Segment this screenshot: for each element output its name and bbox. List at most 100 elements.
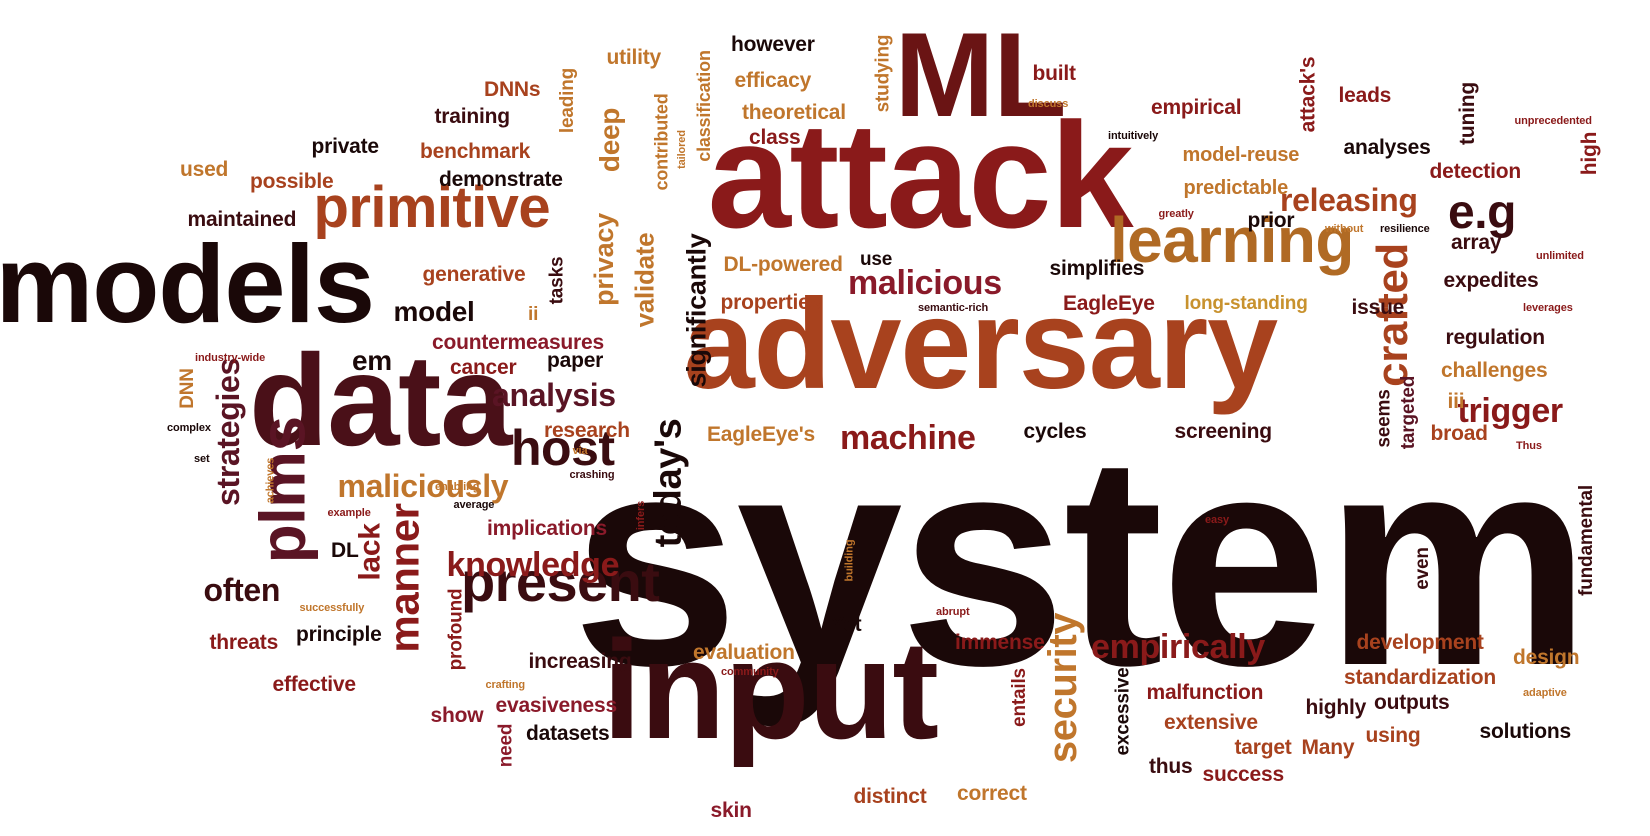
cloud-word: Yet xyxy=(830,612,862,636)
cloud-word: abrupt xyxy=(936,605,970,618)
cloud-word: properties xyxy=(720,290,822,314)
cloud-word: malfunction xyxy=(1146,680,1264,704)
cloud-word: attack's xyxy=(1296,56,1320,132)
cloud-word: however xyxy=(731,32,815,56)
cloud-word: community xyxy=(721,665,779,678)
cloud-word: EagleEye xyxy=(1063,291,1155,315)
cloud-word: implications xyxy=(487,516,608,540)
cloud-word: extensive xyxy=(1164,710,1258,734)
cloud-word: em xyxy=(352,345,392,376)
cloud-word: iii xyxy=(1447,389,1465,413)
cloud-word: classification xyxy=(693,50,714,162)
cloud-word: plms xyxy=(245,416,318,564)
cloud-word: primitive xyxy=(313,175,551,240)
cloud-word: cancer xyxy=(450,355,517,379)
cloud-word: tailored xyxy=(675,129,688,169)
cloud-word: immense xyxy=(955,630,1045,654)
cloud-word: machine xyxy=(840,419,976,457)
cloud-word: industry-wide xyxy=(195,351,266,364)
cloud-word: excessive xyxy=(1112,666,1134,756)
cloud-word: complex xyxy=(167,421,211,434)
cloud-word: DNNs xyxy=(484,77,541,101)
cloud-word: using xyxy=(1365,723,1421,747)
cloud-word: distinct xyxy=(853,784,927,808)
cloud-word: model xyxy=(393,296,475,327)
cloud-word: correct xyxy=(957,781,1027,805)
cloud-word: learning xyxy=(1110,204,1354,276)
cloud-word: need xyxy=(495,723,517,767)
cloud-word: building xyxy=(843,539,856,581)
cloud-word: strategies xyxy=(210,358,246,506)
cloud-word: adaptive xyxy=(1523,686,1567,699)
cloud-word: analysis xyxy=(492,377,616,413)
cloud-word: efficacy xyxy=(734,68,812,92)
cloud-word: maintained xyxy=(187,207,297,231)
cloud-word: show xyxy=(430,703,484,727)
cloud-word: privacy xyxy=(588,212,619,306)
cloud-word: releasing xyxy=(1280,182,1418,218)
cloud-word: demonstrate xyxy=(439,167,563,191)
cloud-word: maliciously xyxy=(337,468,509,504)
cloud-word: theoretical xyxy=(742,100,846,124)
cloud-word: DL xyxy=(331,538,359,562)
cloud-word: DNN xyxy=(176,367,198,409)
cloud-word: crafting xyxy=(485,678,526,691)
cloud-word: leading xyxy=(556,67,578,133)
cloud-word: use xyxy=(860,248,893,270)
cloud-word: array xyxy=(1451,230,1502,254)
cloud-word: deep xyxy=(594,107,626,173)
cloud-word: class xyxy=(749,125,801,149)
cloud-word: unlimited xyxy=(1536,249,1584,262)
cloud-word: Many xyxy=(1301,735,1355,759)
cloud-word: trigger xyxy=(1457,392,1564,430)
cloud-word: development xyxy=(1356,630,1484,654)
cloud-word: successfully xyxy=(299,601,365,614)
cloud-word: Thus xyxy=(1516,439,1542,452)
cloud-word: issue xyxy=(1351,295,1405,319)
cloud-word: manner xyxy=(380,503,428,653)
cloud-word: fundamental xyxy=(1575,484,1597,596)
cloud-word: highly xyxy=(1305,695,1367,719)
cloud-word: leads xyxy=(1338,83,1392,107)
cloud-word: broad xyxy=(1430,421,1489,445)
cloud-word: host xyxy=(511,420,615,476)
cloud-word: simplifies xyxy=(1049,256,1145,280)
cloud-word: research xyxy=(544,418,630,442)
cloud-word: predictable xyxy=(1183,177,1289,199)
cloud-word: studying xyxy=(872,34,894,112)
cloud-word: evaluation xyxy=(693,640,795,664)
cloud-word: model-reuse xyxy=(1182,144,1300,166)
cloud-word: targeted xyxy=(1397,375,1419,449)
cloud-word: design xyxy=(1513,645,1580,669)
cloud-word: expedites xyxy=(1443,268,1539,292)
cloud-word: empirical xyxy=(1151,95,1242,119)
cloud-word: detection xyxy=(1429,159,1522,183)
cloud-word: discuss xyxy=(1028,97,1069,110)
cloud-word: built xyxy=(1032,61,1076,85)
cloud-word: knowledge xyxy=(446,546,620,584)
cloud-word: used xyxy=(180,157,229,181)
cloud-word: without xyxy=(1325,222,1364,235)
cloud-word: skin xyxy=(710,798,752,822)
cloud-word: example xyxy=(327,506,371,519)
cloud-word: present xyxy=(461,550,660,613)
cloud-word: infers xyxy=(634,500,647,530)
cloud-word: regulation xyxy=(1445,325,1546,349)
cloud-word: ii xyxy=(528,303,539,325)
cloud-word: system xyxy=(572,392,1591,728)
cloud-word: security xyxy=(1041,612,1086,764)
cloud-word: profound xyxy=(445,588,467,670)
cloud-word: semantic-rich xyxy=(918,301,989,314)
cloud-word: private xyxy=(311,134,380,158)
cloud-word: e.g xyxy=(1448,186,1516,239)
cloud-word: input xyxy=(602,611,939,768)
cloud-word: increasing xyxy=(528,649,632,673)
cloud-word: target xyxy=(1234,735,1292,759)
cloud-word: enabling xyxy=(435,480,480,493)
cloud-word: malicious xyxy=(848,264,1002,302)
cloud-word: prior xyxy=(1247,208,1295,232)
cloud-word: threats xyxy=(209,630,279,654)
cloud-word: leverages xyxy=(1523,301,1573,314)
cloud-word: today's xyxy=(646,418,689,548)
